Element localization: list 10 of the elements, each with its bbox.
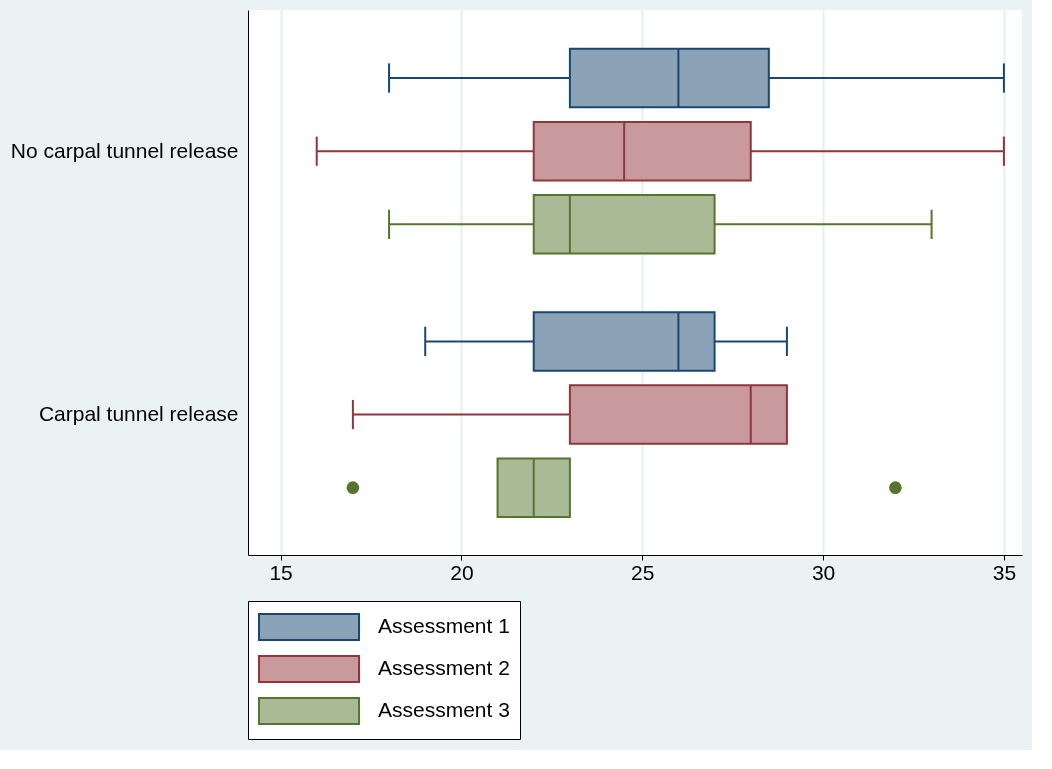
legend-label: Assessment 2 [378, 656, 510, 679]
y-tick-label: No carpal tunnel release [10, 138, 239, 162]
x-tick-label: 30 [811, 560, 836, 584]
x-tick-label: 15 [269, 560, 293, 584]
legend-label: Assessment 3 [378, 698, 510, 721]
legend-label: Assessment 1 [378, 614, 510, 637]
x-tick-label: 20 [450, 560, 474, 584]
y-tick-label: Carpal tunnel release [38, 402, 239, 426]
x-tick-label: 35 [992, 560, 1017, 584]
x-tick-label: 25 [631, 560, 655, 584]
